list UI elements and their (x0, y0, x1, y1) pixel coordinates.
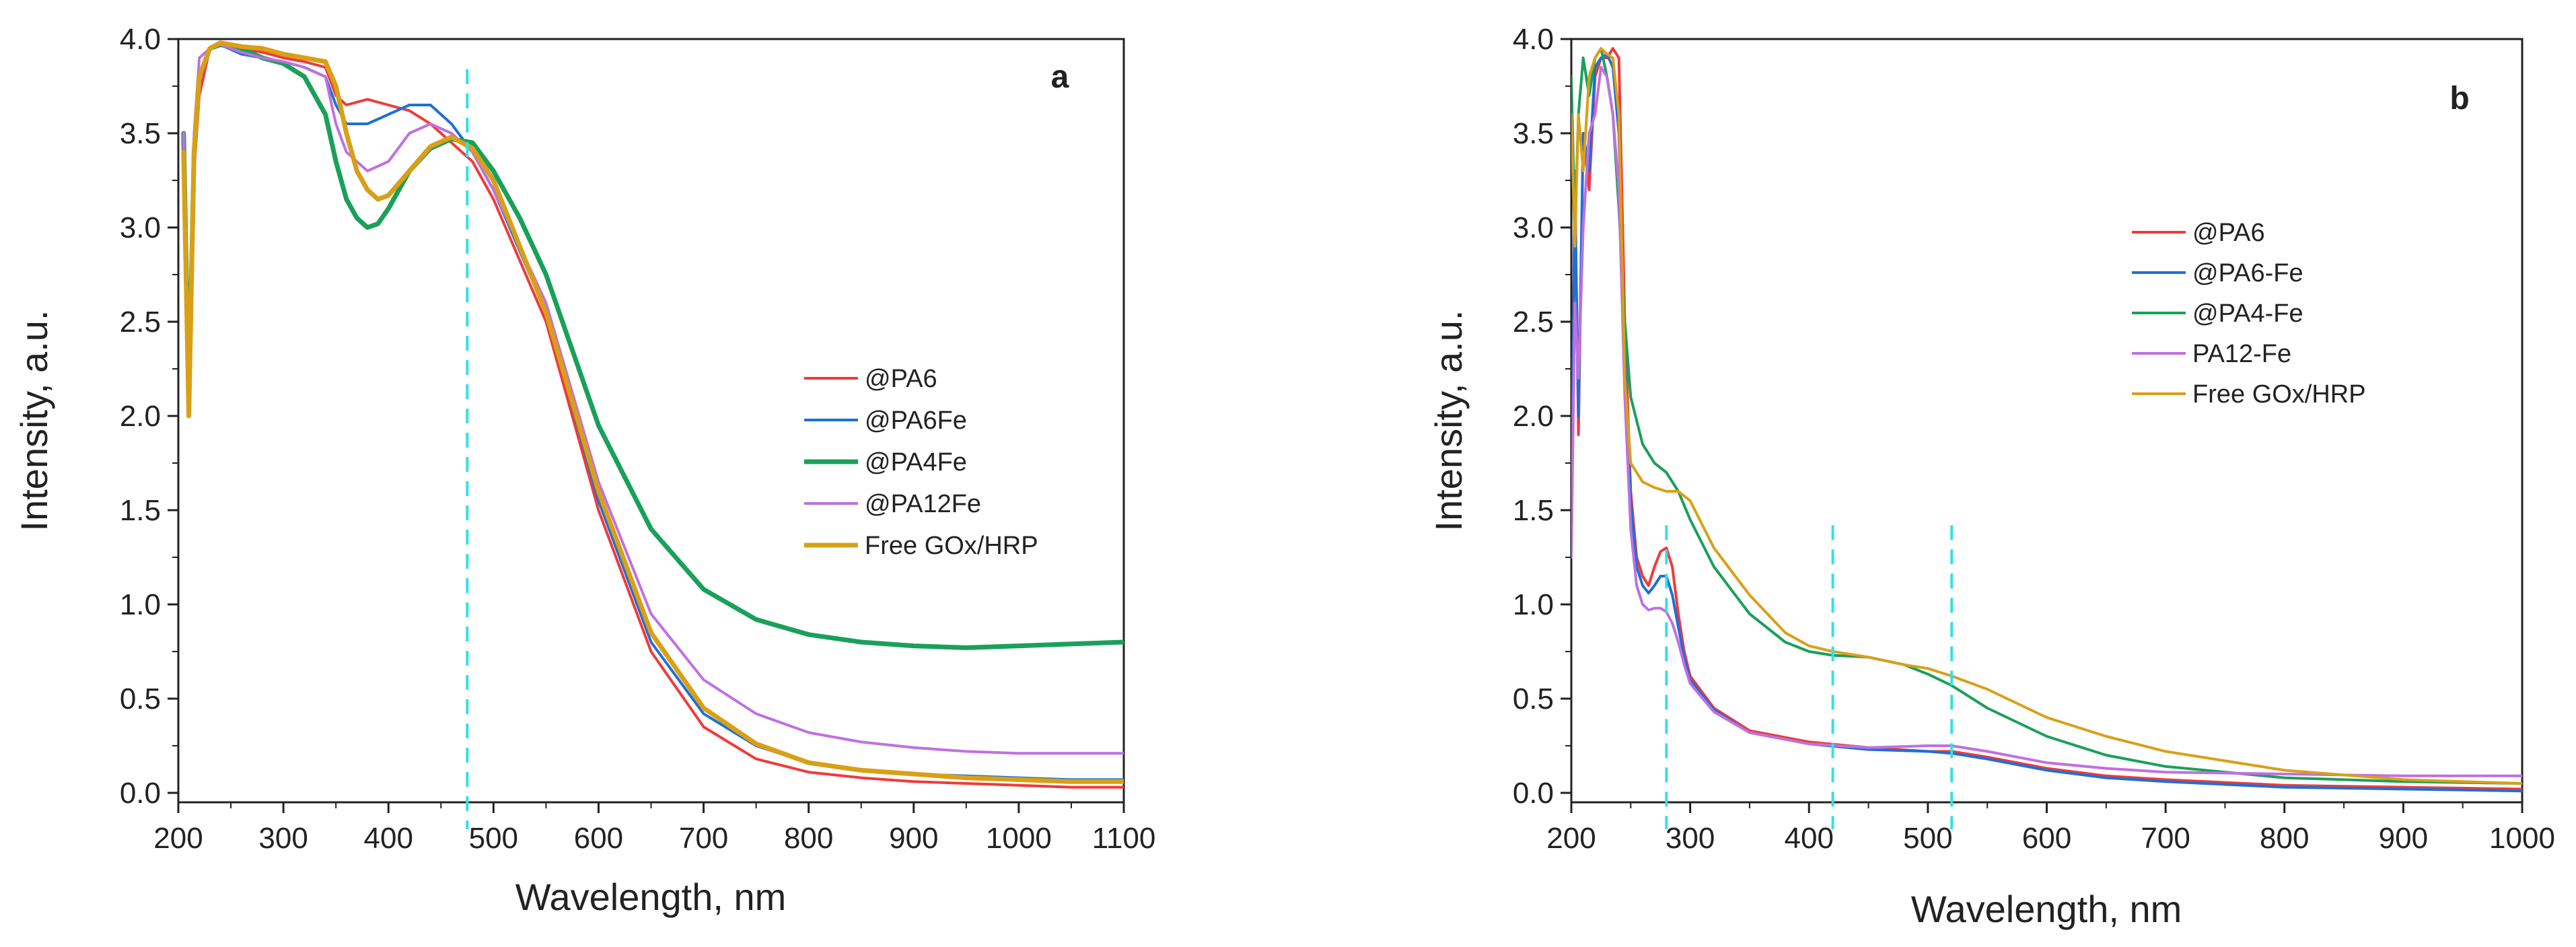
series-group (181, 40, 1124, 789)
y-tick-label-1.0: 1.0 (1513, 588, 1554, 621)
series-line-pa6fe (182, 43, 1124, 781)
legend-label-pa6-fe: @PA6-Fe (2192, 259, 2303, 287)
series-line-pa6 (1571, 47, 2522, 791)
x-tick-label-1100: 1100 (1092, 822, 1156, 855)
plot-frame (177, 38, 1125, 804)
series-line-free-gox-hrp (181, 40, 1124, 784)
legend-label-pa4-fe: @PA4-Fe (2192, 300, 2303, 328)
x-tick-label-700: 700 (2141, 822, 2190, 855)
x-tick-label-300: 300 (258, 822, 308, 855)
y-tick-label-1.5: 1.5 (1513, 494, 1554, 527)
y-tick-label-3.0: 3.0 (1513, 211, 1554, 244)
y-tick-label-2.0: 2.0 (120, 400, 161, 433)
panel-a: 200 300 400 500 600 700 800 900 1000 1100 0.0 0.5 1.… (13, 23, 1155, 918)
x-tick-label-900: 900 (2379, 822, 2428, 855)
y-tick-label-4.0: 4.0 (1513, 23, 1554, 56)
y-tick-label-0.5: 0.5 (120, 682, 161, 715)
legend-label-pa4fe: @PA4Fe (865, 448, 967, 477)
legend-label-pa12fe: @PA12Fe (865, 490, 981, 518)
legend: @PA6 @PA6-Fe @PA4-Fe PA12-Fe Free GOx/HRP (2132, 219, 2366, 409)
x-tick-label-200: 200 (1546, 822, 1596, 855)
x-tick-label-300: 300 (1666, 822, 1715, 855)
y-tick-label-3.5: 3.5 (1513, 117, 1554, 150)
y-axis-title: Intensity, a.u. (13, 310, 55, 532)
x-tick-label-600: 600 (574, 822, 623, 855)
y-tick-label-3.5: 3.5 (120, 117, 161, 150)
y-tick-label-1.5: 1.5 (120, 494, 161, 527)
y-tick-label-4.0: 4.0 (120, 23, 161, 56)
y-tick-label-0.5: 0.5 (1513, 682, 1554, 715)
x-tick-label-1000: 1000 (986, 822, 1052, 855)
legend-label-pa6fe: @PA6Fe (865, 407, 967, 435)
legend-label-free-gox-hrp: Free GOx/HRP (865, 532, 1038, 560)
y-tick-label-2.0: 2.0 (1513, 400, 1554, 433)
series-group (1571, 47, 2522, 793)
series-line-free-gox-hrp (1571, 47, 2522, 785)
x-tick-label-400: 400 (364, 822, 413, 855)
y-tick-label-3.0: 3.0 (120, 211, 161, 244)
y-tick-label-1.0: 1.0 (120, 588, 161, 621)
x-tick-label-500: 500 (1903, 822, 1952, 855)
x-axis-title: Wavelength, nm (515, 876, 787, 918)
series-line-pa12-fe (1571, 66, 2522, 777)
series-line-pa4-fe (1571, 47, 2522, 785)
x-tick-label-600: 600 (2022, 822, 2071, 855)
y-tick-label-0.0: 0.0 (120, 777, 161, 810)
series-line-pa6-fe (1571, 52, 2522, 793)
plot-frame (1570, 38, 2524, 804)
y-tick-label-2.5: 2.5 (1513, 306, 1554, 339)
x-tick-label-900: 900 (889, 822, 938, 855)
x-tick-label-700: 700 (679, 822, 728, 855)
y-tick-label-0.0: 0.0 (1513, 777, 1554, 810)
x-tick-label-400: 400 (1785, 822, 1834, 855)
legend-label-pa6: @PA6 (865, 365, 937, 393)
legend-label-free-gox-hrp: Free GOx/HRP (2192, 380, 2366, 409)
panel-letter: a (1051, 59, 1069, 95)
series-line-pa6 (182, 41, 1124, 789)
panel-letter: b (2449, 81, 2469, 116)
legend-label-pa6: @PA6 (2192, 219, 2265, 247)
x-tick-label-1000: 1000 (2489, 822, 2555, 855)
y-tick-label-2.5: 2.5 (120, 306, 161, 339)
legend-label-pa12-fe: PA12-Fe (2192, 340, 2291, 368)
x-tick-label-200: 200 (153, 822, 203, 855)
x-tick-label-500: 500 (469, 822, 518, 855)
x-tick-label-800: 800 (2260, 822, 2309, 855)
y-axis-title: Intensity, a.u. (1427, 310, 1470, 532)
legend: @PA6 @PA6Fe @PA4Fe @PA12Fe Free GOx/HRP (804, 365, 1038, 560)
panel-b: 200 300 400 500 600 700 800 900 1000 0.0 0.5 1.0 1.5… (1427, 23, 2555, 930)
x-tick-label-800: 800 (784, 822, 833, 855)
x-axis-title: Wavelength, nm (1911, 888, 2182, 930)
series-line-pa12fe (182, 43, 1124, 755)
